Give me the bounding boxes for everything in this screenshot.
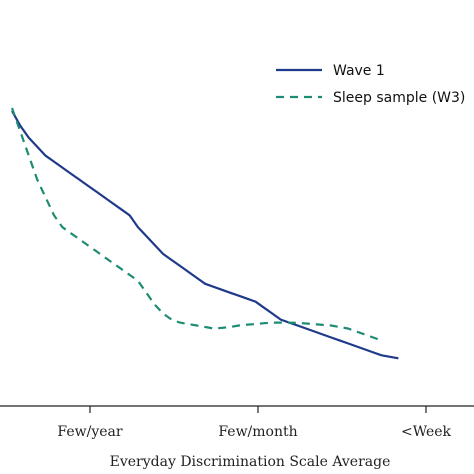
legend-label: Sleep sample (W3) (333, 90, 465, 106)
x-tick-label: Few/year (57, 424, 122, 440)
legend-label: Wave 1 (333, 63, 385, 79)
series-line-wave-1 (11, 110, 399, 360)
x-tick-label: Few/month (218, 424, 297, 440)
x-ticks: Few/year Few/month <Week (57, 406, 452, 440)
series-lines (10, 107, 399, 360)
x-axis-title: Everyday Discrimination Scale Average (110, 454, 391, 470)
x-tick-label: <Week (401, 424, 452, 440)
legend: Wave 1 Sleep sample (W3) (276, 63, 465, 106)
series-line-sleep-sample (10, 107, 382, 342)
